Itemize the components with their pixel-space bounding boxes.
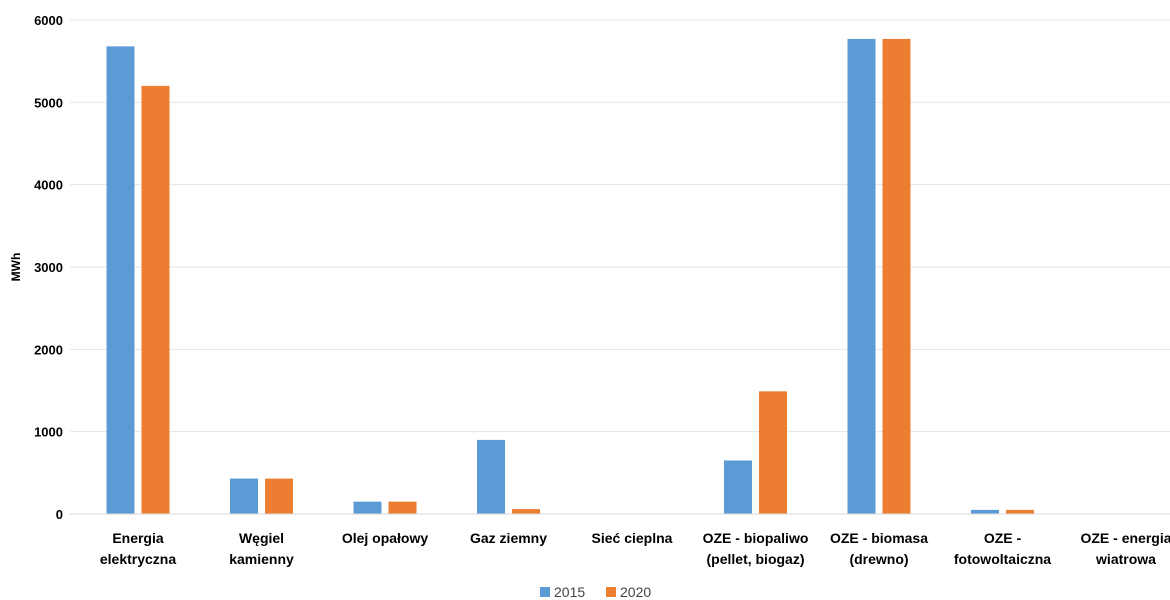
y-tick-label: 2000 <box>34 342 63 357</box>
bar-2020-3 <box>512 509 540 514</box>
category-label: Węgiel <box>239 530 284 546</box>
y-tick-label: 5000 <box>34 95 63 110</box>
category-label: Energia <box>112 530 164 546</box>
legend-label: 2020 <box>620 584 651 600</box>
category-label: OZE - <box>984 530 1022 546</box>
bar-2015-0 <box>106 46 135 514</box>
y-axis-title: MWh <box>9 253 23 282</box>
legend-label: 2015 <box>554 584 585 600</box>
category-label: Sieć cieplna <box>592 530 673 546</box>
category-label: Olej opałowy <box>342 530 429 546</box>
category-label: wiatrowa <box>1095 551 1156 567</box>
legend-swatch-2015 <box>540 587 550 597</box>
y-tick-label: 1000 <box>34 425 63 440</box>
category-label: Gaz ziemny <box>470 530 547 546</box>
y-tick-label: 4000 <box>34 178 63 193</box>
category-label: (pellet, biogaz) <box>707 551 805 567</box>
bar-2015-6 <box>847 38 876 514</box>
y-tick-label: 0 <box>56 507 63 522</box>
category-label: OZE - biomasa <box>830 530 928 546</box>
category-label: (drewno) <box>849 551 908 567</box>
category-label: OZE - biopaliwo <box>703 530 809 546</box>
category-label: fotowoltaiczna <box>954 551 1051 567</box>
bar-2020-5 <box>759 391 787 514</box>
y-tick-label: 3000 <box>34 260 63 275</box>
bar-2015-5 <box>724 460 752 514</box>
x-axis-labels: Energia elektryczna Węgiel kamienny Olej opa… <box>100 530 1170 567</box>
gridlines <box>70 19 1170 433</box>
bar-2015-1 <box>230 478 258 514</box>
bar-2020-0 <box>141 85 170 514</box>
y-axis-ticks: 0 1000 2000 3000 4000 5000 6000 <box>34 13 63 522</box>
y-tick-label: 6000 <box>34 13 63 28</box>
bar-2020-1 <box>265 478 293 514</box>
bar-2015-3 <box>477 439 505 514</box>
bars <box>106 38 1034 514</box>
legend-swatch-2020 <box>606 587 616 597</box>
bar-2015-7 <box>971 509 999 514</box>
bar-2020-2 <box>388 501 417 514</box>
category-label: kamienny <box>229 551 294 567</box>
legend: 2015 2020 <box>540 584 651 600</box>
category-label: elektryczna <box>100 551 176 567</box>
category-label: OZE - energia <box>1080 530 1170 546</box>
bar-2015-2 <box>353 501 382 514</box>
bar-2020-6 <box>882 38 911 514</box>
bar-2020-7 <box>1006 509 1034 514</box>
